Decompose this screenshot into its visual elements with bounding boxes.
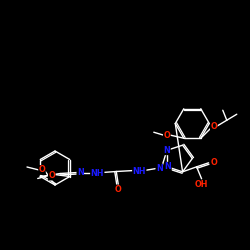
Text: NH: NH	[90, 169, 104, 178]
Text: N: N	[156, 164, 163, 173]
Text: OH: OH	[195, 180, 208, 189]
Text: O: O	[164, 131, 170, 140]
Text: N: N	[164, 146, 170, 155]
Text: O: O	[210, 122, 217, 131]
Text: O: O	[115, 185, 122, 194]
Text: O: O	[38, 166, 46, 174]
Text: O: O	[48, 171, 55, 180]
Text: O: O	[210, 158, 217, 167]
Text: NH: NH	[132, 167, 146, 176]
Text: N: N	[164, 162, 171, 171]
Text: N: N	[77, 168, 84, 177]
